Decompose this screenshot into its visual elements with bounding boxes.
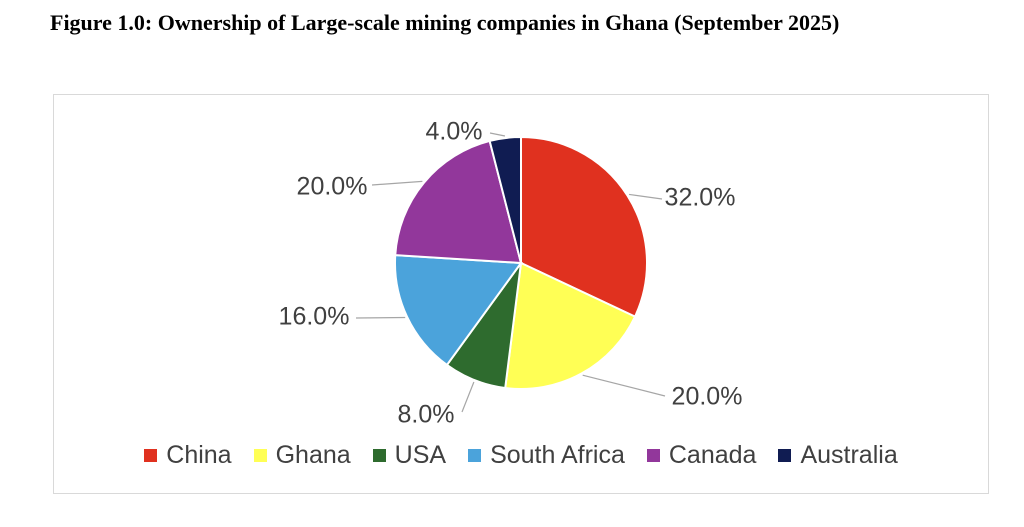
legend-label-australia: Australia	[800, 441, 898, 469]
legend-item-ghana: Ghana	[253, 441, 351, 470]
legend-swatch-ghana	[253, 449, 267, 462]
legend-item-canada: Canada	[646, 441, 757, 470]
legend-label-south-africa: South Africa	[490, 441, 625, 469]
pie-slice-china	[520, 135, 648, 318]
leader-line-china	[628, 193, 663, 200]
data-label-usa: 8.0%	[398, 401, 455, 429]
legend-item-south-africa: South Africa	[468, 441, 625, 470]
data-label-australia: 4.0%	[426, 118, 483, 146]
data-label-south-africa: 16.0%	[279, 303, 350, 331]
pie-data-labels: 32.0% 20.0% 8.0% 16.0% 20.0% 4.0%	[279, 118, 743, 429]
leader-line-canada	[371, 180, 423, 186]
legend-swatch-australia	[778, 449, 792, 462]
legend-item-china: China	[144, 441, 232, 470]
pie-slice-canada	[394, 139, 523, 265]
legend-swatch-canada	[646, 449, 660, 462]
pie-slice-australia	[488, 135, 522, 264]
pie-leader-lines	[355, 132, 666, 413]
legend-swatch-china	[144, 449, 158, 462]
pie-slice-south-africa	[394, 254, 523, 367]
data-label-canada: 20.0%	[297, 173, 368, 201]
leader-line-south-africa	[355, 316, 406, 319]
leader-line-australia	[489, 132, 506, 137]
leader-line-ghana	[582, 374, 666, 397]
pie-slices	[394, 135, 648, 390]
leader-line-usa	[461, 381, 475, 413]
legend-label-china: China	[166, 441, 232, 469]
legend-item-australia: Australia	[778, 441, 898, 470]
legend-item-usa: USA	[372, 441, 447, 470]
data-label-ghana: 20.0%	[672, 383, 743, 411]
pie-slice-ghana	[504, 261, 637, 390]
legend-swatch-usa	[372, 449, 386, 462]
legend-label-usa: USA	[394, 441, 447, 469]
figure-title: Figure 1.0: Ownership of Large-scale min…	[50, 10, 840, 35]
legend-swatch-south-africa	[468, 449, 482, 462]
chart-legend: China Ghana USA South Africa Canada Aust…	[53, 441, 989, 470]
legend-label-canada: Canada	[668, 441, 757, 469]
legend-label-ghana: Ghana	[275, 441, 351, 469]
data-label-china: 32.0%	[665, 184, 736, 212]
